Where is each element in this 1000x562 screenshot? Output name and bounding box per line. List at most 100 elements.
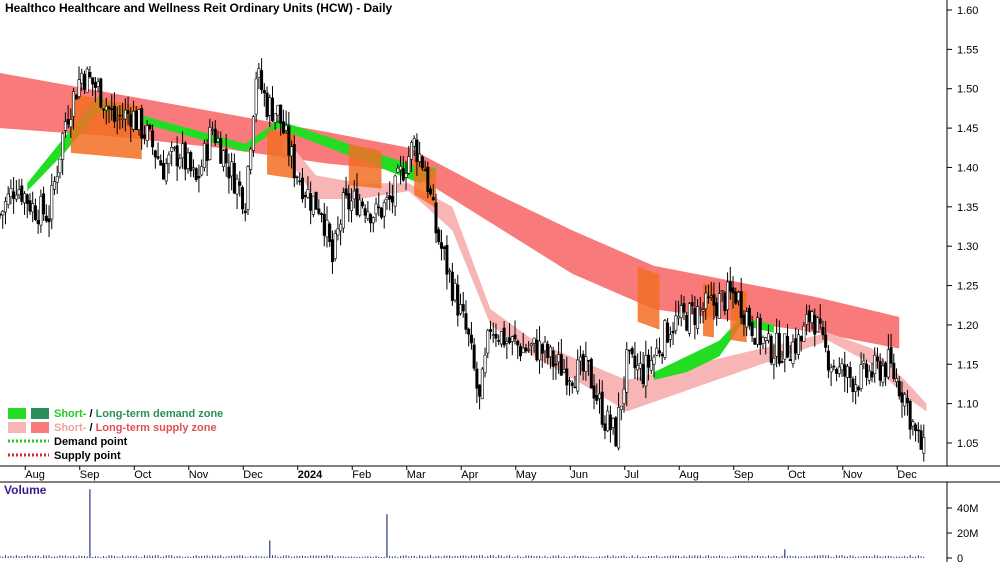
price-axis: 1.60 1.55 1.50 1.45 1.40 1.35 1.30 1.25 1.20 1.15… (947, 5, 978, 450)
candle-body (772, 357, 776, 365)
legend-swatch-short-demand (8, 408, 26, 419)
candle-body (66, 118, 70, 125)
x-tick-label: Mar (407, 469, 426, 481)
y-tick-label: 1.60 (957, 5, 978, 17)
candle-body (897, 380, 901, 397)
candle-body (420, 156, 424, 169)
candle-body (363, 208, 367, 216)
candle-body (518, 346, 522, 357)
candle-body (783, 333, 787, 360)
candle-body (126, 110, 130, 114)
candle-body (892, 362, 896, 379)
candle-body (856, 386, 860, 391)
candle-body (551, 350, 555, 367)
candle-body (712, 294, 716, 306)
candle-body (657, 350, 661, 354)
candle-body (221, 150, 225, 167)
candle-body (499, 331, 503, 345)
candle-body (815, 317, 819, 333)
candle-body (696, 306, 700, 329)
candle-body (246, 166, 250, 210)
candle-body (608, 414, 612, 431)
candle-body (698, 307, 702, 310)
legend-supply-point: Supply point (54, 450, 121, 462)
candle-body (352, 190, 356, 200)
candle-body (249, 148, 253, 170)
candle-body (529, 343, 533, 347)
candle-body (377, 206, 381, 209)
candle-body (442, 246, 446, 249)
candle-body (813, 314, 817, 335)
candle-body (44, 215, 48, 222)
candle-body (437, 229, 441, 243)
candle-body (854, 384, 858, 392)
candle-body (701, 309, 705, 312)
candle-body (805, 314, 809, 325)
candle-body (205, 144, 209, 161)
candle-body (69, 119, 73, 128)
candle-body (777, 333, 781, 364)
candle-body (191, 167, 195, 170)
candle-body (439, 242, 443, 249)
candle-body (873, 355, 877, 374)
candle-body (919, 430, 923, 450)
candle-body (652, 356, 656, 365)
candle-body (99, 78, 103, 108)
candle-body (284, 124, 288, 131)
candle-body (878, 361, 882, 381)
candle-body (208, 127, 212, 161)
candle-body (461, 304, 465, 312)
candle-body (344, 188, 348, 196)
candle-body (592, 385, 596, 399)
candle-body (306, 189, 310, 198)
candle-body (80, 72, 84, 84)
candle-body (25, 194, 29, 204)
candle-body (322, 213, 326, 236)
candle-body (358, 199, 362, 216)
candle-body (488, 329, 492, 332)
candle-body (396, 167, 400, 173)
candle-body (382, 202, 386, 217)
candle-body (679, 305, 683, 318)
candle-body (848, 367, 852, 378)
candle-body (668, 334, 672, 340)
candle-body (606, 410, 610, 432)
candle-body (486, 330, 490, 354)
candle-body (617, 407, 621, 449)
candles-layer (0, 58, 926, 462)
candle-body (211, 128, 215, 131)
candle-body (508, 337, 512, 343)
candle-body (104, 106, 108, 111)
candle-body (505, 341, 509, 344)
candle-body (761, 337, 765, 344)
candle-body (175, 145, 179, 167)
candle-body (235, 178, 239, 195)
candle-body (423, 169, 427, 172)
x-tick-label: Sep (80, 469, 100, 481)
candle-body (870, 371, 874, 378)
short-term-supply-zone (283, 135, 927, 412)
candle-body (480, 368, 484, 400)
candle-body (644, 355, 648, 387)
candle-body (824, 334, 828, 348)
candle-body (464, 313, 468, 330)
candle-body (802, 325, 806, 342)
candle-body (132, 110, 136, 130)
candle-body (314, 191, 318, 210)
candle-body (213, 128, 217, 144)
candle-body (82, 74, 86, 90)
candle-body (799, 336, 803, 342)
candle-body (1, 210, 5, 216)
candle-body (415, 139, 419, 163)
time-axis: Aug Sep Oct Nov Dec 2024 Feb Mar Apr May Jun Jul Aug… (24, 466, 917, 481)
candle-body (775, 332, 779, 357)
y-tick-label: 1.40 (957, 162, 978, 174)
candle-body (303, 194, 307, 197)
candle-body (568, 380, 572, 382)
candle-body (260, 70, 264, 91)
candle-body (756, 317, 760, 345)
candle-body (788, 359, 792, 361)
candle-body (889, 347, 893, 364)
candle-body (159, 160, 163, 166)
candle-body (281, 121, 285, 134)
